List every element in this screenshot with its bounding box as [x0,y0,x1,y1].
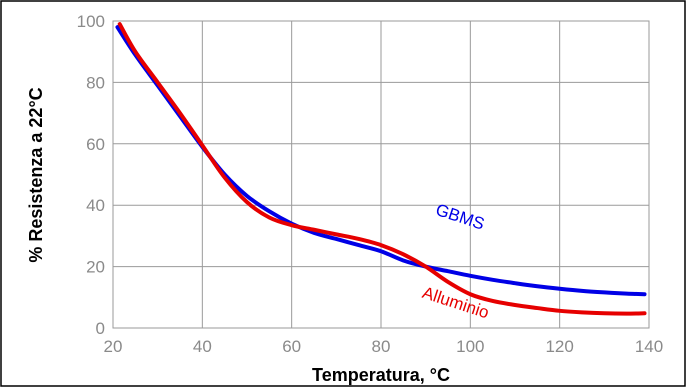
y-tick-label: 60 [86,135,105,154]
x-axis-title: Temperatura, °C [312,365,450,385]
y-tick-label: 40 [86,196,105,215]
x-tick-label: 40 [193,337,212,356]
x-tick-label: 100 [456,337,484,356]
series-lines [115,22,647,316]
y-tick-label: 80 [86,73,105,92]
y-tick-label: 0 [96,319,105,338]
x-tick-label: 120 [545,337,573,356]
x-tick-label: 20 [104,337,123,356]
x-tick-label: 60 [282,337,301,356]
x-tick-label: 140 [635,337,663,356]
x-tick-label: 80 [372,337,391,356]
y-axis-title: % Resistenza a 22°C [26,87,46,262]
y-tick-label: 100 [77,12,105,31]
y-tick-label: 20 [86,258,105,277]
series-line-alluminio [117,22,647,316]
